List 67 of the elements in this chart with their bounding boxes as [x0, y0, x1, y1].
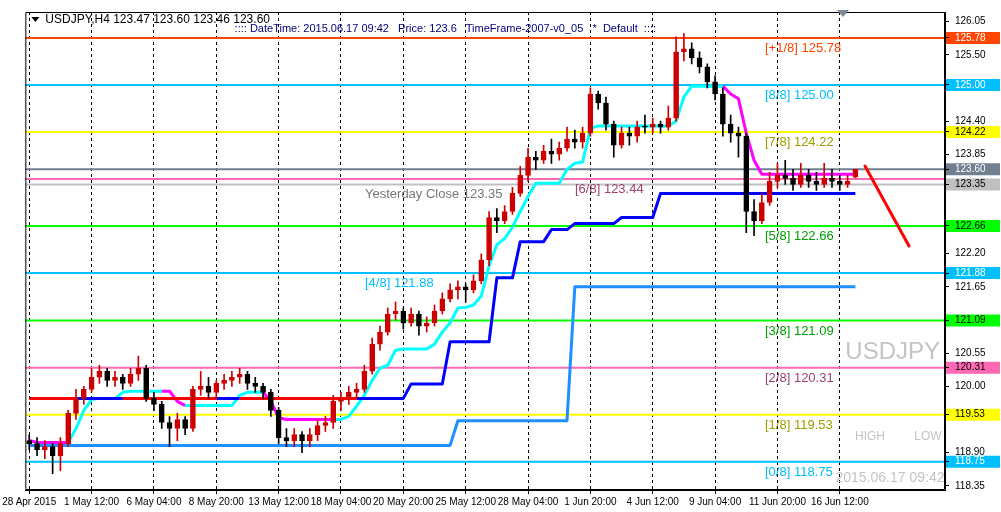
- candlestick: [42, 440, 48, 459]
- candlestick: [236, 367, 243, 384]
- ref-line-label: [8/8] 125.00: [765, 87, 834, 103]
- ref-line-label: [6/8] 123.44: [575, 181, 644, 197]
- y-tick-label: 123.85: [955, 148, 987, 159]
- text: :::: DateTime: 2015.06.17 09:42 Price: 123.6 TimeFrame-2007-v0_05 * Default ::::: [234, 22, 657, 35]
- ref-line-label: Yesterday Close 123.35: [365, 186, 503, 202]
- annotation: 2015.06.17 09:42: [835, 468, 945, 485]
- candlestick: [197, 370, 204, 396]
- y-tick-label: 120.31: [955, 361, 987, 373]
- candlestick: [782, 159, 789, 185]
- x-tick-label: 25 May 12:00: [435, 495, 497, 507]
- x-tick-label: 11 Jun 20:00: [748, 495, 807, 507]
- candlestick: [829, 168, 835, 188]
- y-tick-label: 125.78: [955, 31, 987, 43]
- y-tick-label: 123.35: [955, 178, 987, 190]
- annotation: LOW: [914, 429, 943, 444]
- x-tick-label: 16 Jun 12:00: [810, 495, 870, 507]
- y-tick-label: 124.40: [955, 114, 987, 126]
- x-tick-label: 9 Jun 04:00: [688, 495, 742, 507]
- ref-line-label: [2/8] 120.31: [765, 369, 834, 385]
- y-tick-label: 118.35: [955, 479, 986, 491]
- candlestick: [642, 114, 648, 134]
- ref-line-label: [7/8] 124.22: [765, 134, 834, 150]
- candlestick: [252, 376, 259, 393]
- ref-line-label: [4/8] 121.88: [365, 275, 434, 291]
- ref-line-label: [3/8] 121.09: [765, 322, 834, 338]
- y-tick-label: 122.20: [955, 247, 987, 259]
- candlestick: [221, 373, 227, 390]
- y-tick-label: 118.90: [955, 446, 986, 458]
- x-tick-label: 18 May 04:00: [310, 495, 372, 507]
- y-tick-label: 119.53: [955, 408, 986, 420]
- x-tick-label: 1 May 12:00: [64, 495, 120, 507]
- y-tick-label: 124.22: [955, 125, 987, 137]
- candlestick: [681, 33, 687, 62]
- y-tick-label: 121.09: [955, 314, 987, 326]
- ref-line-label: [1/8] 119.53: [765, 416, 833, 432]
- candlestick: [571, 129, 578, 149]
- ref-line-label: [0/8] 118.75: [765, 463, 833, 479]
- x-tick-label: 8 May 20:00: [188, 495, 245, 507]
- y-tick-label: 122.66: [955, 219, 987, 231]
- annotation: HIGH: [855, 429, 885, 444]
- candlestick: [112, 370, 118, 387]
- y-tick-label: 121.65: [955, 280, 987, 292]
- candlestick: [836, 175, 843, 191]
- x-tick-label: 1 Jun 20:00: [564, 495, 617, 507]
- y-tick-label: 123.60: [955, 163, 987, 175]
- candlestick: [533, 150, 539, 170]
- x-tick-label: 13 May 12:00: [248, 495, 310, 507]
- y-tick-label: 121.88: [955, 266, 987, 278]
- ref-line-label: [+1/8] 125.78: [765, 40, 842, 55]
- candlestick: [494, 208, 500, 233]
- x-tick-label: 4 Jun 12:00: [626, 495, 680, 507]
- annotation: USDJPY: [845, 336, 940, 364]
- y-tick-label: 125.00: [955, 78, 987, 90]
- x-tick-label: 28 May 04:00: [497, 495, 559, 507]
- y-tick-label: 125.50: [955, 48, 987, 60]
- y-tick-label: 126.05: [955, 15, 987, 27]
- y-tick-label: 118.75: [955, 455, 986, 467]
- candlestick: [338, 392, 344, 411]
- y-tick-label: 120.00: [955, 380, 987, 392]
- y-tick-label: 120.55: [955, 346, 987, 358]
- x-tick-label: 6 May 04:00: [126, 495, 182, 507]
- x-tick-label: 20 May 20:00: [373, 495, 435, 507]
- candlestick: [229, 370, 235, 387]
- ref-line-label: [5/8] 122.66: [765, 228, 834, 244]
- x-tick-label: 28 Apr 2015: [2, 495, 57, 507]
